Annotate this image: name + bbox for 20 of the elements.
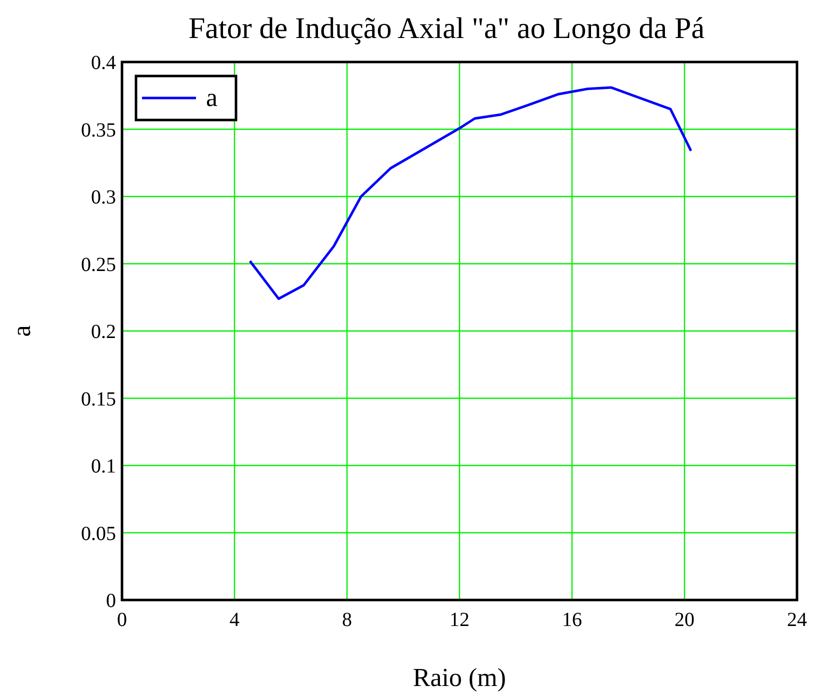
x-tick-label: 16 bbox=[562, 609, 582, 631]
chart-title: Fator de Indução Axial "a" ao Longo da Pá bbox=[188, 12, 705, 45]
y-tick-label: 0.1 bbox=[91, 456, 116, 478]
x-tick-label: 4 bbox=[230, 609, 240, 631]
y-tick-label: 0.15 bbox=[81, 388, 116, 410]
y-tick-label: 0.25 bbox=[81, 254, 116, 276]
y-tick-label: 0.05 bbox=[81, 522, 116, 545]
x-axis-title: Raio (m) bbox=[412, 663, 506, 692]
y-axis-title: a bbox=[7, 324, 36, 337]
y-tick-label: 0 bbox=[106, 590, 116, 612]
y-tick-label: 0.4 bbox=[91, 52, 116, 74]
x-tick-label: 24 bbox=[787, 609, 807, 631]
y-tick-label: 0.2 bbox=[91, 321, 116, 343]
x-tick-label: 20 bbox=[674, 609, 694, 631]
line-series bbox=[248, 86, 692, 300]
x-tick-label: 12 bbox=[450, 609, 470, 631]
y-tick-label: 0.3 bbox=[91, 186, 116, 208]
x-tick-label: 8 bbox=[342, 609, 352, 631]
legend-label: a bbox=[206, 83, 218, 112]
y-tick-label: 0.35 bbox=[81, 119, 116, 142]
